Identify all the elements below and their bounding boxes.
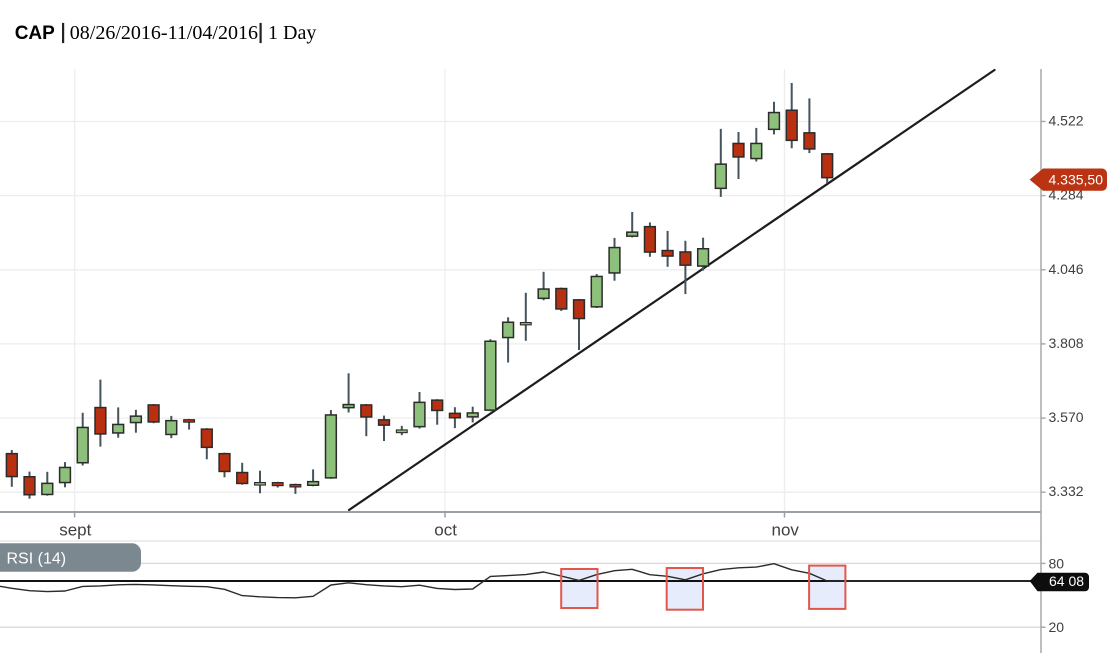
svg-text:1 Day: 1 Day bbox=[268, 22, 316, 44]
svg-text:sept: sept bbox=[59, 521, 91, 540]
svg-text:4.335,50: 4.335,50 bbox=[1049, 172, 1104, 188]
svg-text:4.522: 4.522 bbox=[1049, 113, 1084, 129]
svg-text:64 08: 64 08 bbox=[1049, 573, 1084, 589]
svg-text:08/26/2016-11/04/2016: 08/26/2016-11/04/2016 bbox=[70, 22, 258, 44]
svg-text:3.808: 3.808 bbox=[1049, 335, 1084, 351]
svg-text:80: 80 bbox=[1049, 555, 1065, 571]
svg-text:4.046: 4.046 bbox=[1049, 261, 1084, 277]
svg-text:20: 20 bbox=[1049, 619, 1065, 635]
svg-text:nov: nov bbox=[771, 521, 799, 540]
svg-text:CAP: CAP bbox=[15, 23, 55, 44]
svg-text:3.332: 3.332 bbox=[1049, 483, 1084, 499]
svg-text:oct: oct bbox=[434, 521, 457, 540]
svg-text:3.570: 3.570 bbox=[1049, 409, 1084, 425]
svg-text:RSI (14): RSI (14) bbox=[7, 551, 67, 568]
